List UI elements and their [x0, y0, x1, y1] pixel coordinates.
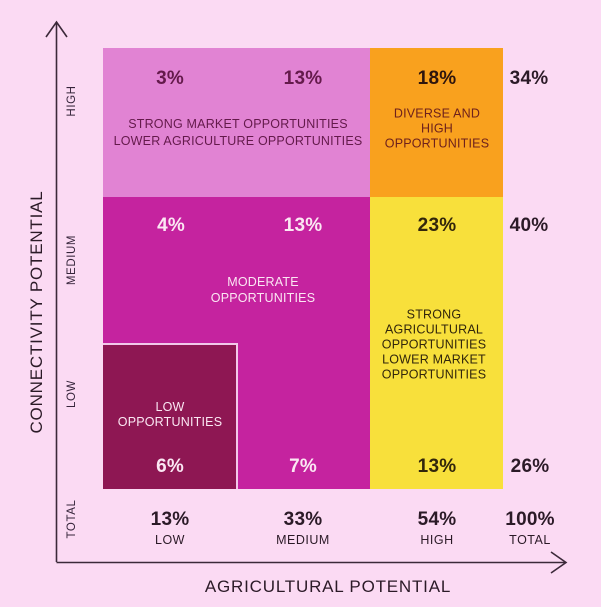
cell-value-low-high: 13% — [417, 456, 457, 477]
y-axis-title: CONNECTIVITY POTENTIAL — [27, 190, 46, 434]
region-label-line: MODERATE — [227, 275, 299, 289]
x-axis-arrow-icon — [550, 551, 568, 574]
quadrant-low — [103, 343, 238, 489]
region-label-line: LOWER MARKET — [382, 352, 486, 367]
col-total-low-value: 13% — [150, 509, 190, 530]
region-label-line: LOWER AGRICULTURE OPPORTUNITIES — [113, 134, 363, 148]
cell-value-low-medium: 7% — [289, 456, 317, 477]
row-total-low: 26% — [510, 456, 550, 477]
region-label-low: LOW OPPORTUNITIES — [118, 400, 222, 430]
region-label-line: STRONG — [406, 307, 462, 322]
region-label-line: HIGH — [420, 121, 454, 136]
region-label-line: OPPORTUNITIES — [381, 337, 487, 352]
row-total-medium: 40% — [509, 215, 549, 236]
y-axis-arrow-icon — [45, 20, 68, 38]
y-tick-high: HIGH — [66, 85, 78, 117]
col-total-medium-value: 33% — [283, 509, 323, 530]
cell-value-medium-low: 4% — [157, 215, 185, 236]
col-total-medium-label: MEDIUM — [276, 533, 330, 547]
grand-total-value: 100% — [505, 509, 555, 530]
cell-value-medium-high: 23% — [417, 215, 457, 236]
region-label-moderate: MODERATE OPPORTUNITIES — [211, 274, 315, 306]
cell-value-high-low: 3% — [156, 68, 184, 89]
col-total-high-value: 54% — [417, 509, 457, 530]
row-total-high: 34% — [509, 68, 549, 89]
region-label-line: DIVERSE AND — [393, 106, 481, 121]
y-tick-total: TOTAL — [66, 499, 78, 539]
x-axis-title: AGRICULTURAL POTENTIAL — [204, 577, 452, 596]
region-label-line: STRONG MARKET OPPORTUNITIES — [128, 117, 348, 131]
grand-total-label: TOTAL — [509, 533, 551, 547]
y-tick-medium: MEDIUM — [66, 234, 78, 286]
cell-value-high-high: 18% — [417, 68, 457, 89]
cell-value-low-low: 6% — [156, 456, 184, 477]
y-tick-low: LOW — [66, 380, 78, 408]
region-label-line: LOW — [155, 400, 185, 414]
quadrant-strong-market — [103, 48, 370, 197]
region-label-strong-market: STRONG MARKET OPPORTUNITIES LOWER AGRICU… — [114, 116, 363, 150]
region-label-line: OPPORTUNITIES — [381, 367, 487, 382]
region-label-strong-agricultural: STRONG AGRICULTURAL OPPORTUNITIES LOWER … — [382, 308, 486, 383]
region-label-diverse-high: DIVERSE AND HIGH OPPORTUNITIES — [385, 107, 489, 152]
region-label-line: AGRICULTURAL — [384, 322, 484, 337]
col-total-high-label: HIGH — [420, 533, 454, 547]
cell-value-medium-medium: 13% — [283, 215, 323, 236]
quadrant-strong-agricultural — [370, 197, 503, 489]
region-label-line: OPPORTUNITIES — [210, 291, 316, 305]
cell-value-high-medium: 13% — [283, 68, 323, 89]
col-total-low-label: LOW — [155, 533, 185, 547]
quadrant-diverse-high — [370, 48, 503, 197]
region-label-line: OPPORTUNITIES — [384, 136, 490, 151]
region-label-line: OPPORTUNITIES — [117, 415, 223, 429]
